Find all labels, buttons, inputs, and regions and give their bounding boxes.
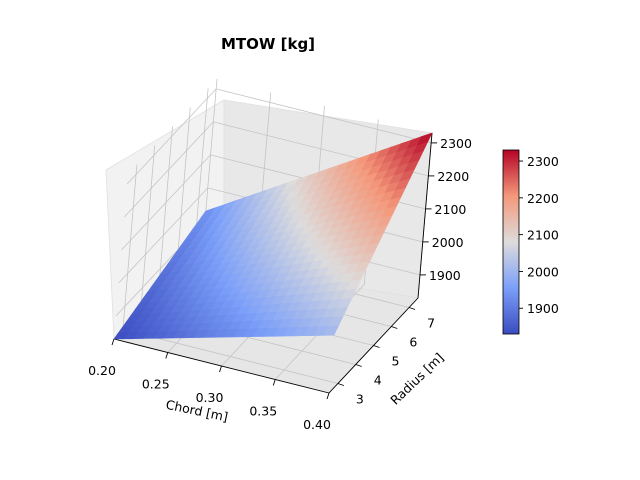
x-tick-mark <box>219 365 222 373</box>
z-tick-label: 1900 <box>429 268 461 283</box>
y-tick-mark <box>408 307 416 310</box>
y-tick-mark <box>355 364 362 367</box>
z-tick-label: 2200 <box>437 169 469 184</box>
surface <box>113 132 433 340</box>
colorbar-tick-label: 2200 <box>527 191 559 206</box>
y-tick-label: 5 <box>392 354 400 369</box>
x-tick-label: 0.20 <box>88 363 116 378</box>
colorbar-gradient <box>502 149 520 335</box>
x-tick-label: 0.30 <box>196 390 224 405</box>
x-tick-mark <box>272 379 276 386</box>
z-tick-label: 2000 <box>432 235 464 250</box>
z-tick-label: 2100 <box>435 202 467 217</box>
colorbar-tick-label: 2100 <box>527 228 559 243</box>
z-tick-label: 2300 <box>440 136 472 151</box>
x-tick-mark <box>111 338 115 346</box>
colorbar: 1900 2000 2100 2200 2300 <box>502 149 559 335</box>
y-tick-label: 3 <box>356 392 364 407</box>
y-tick-label: 4 <box>374 373 382 388</box>
chart-title: MTOW [kg] <box>221 35 315 53</box>
y-tick-label: 6 <box>409 335 417 350</box>
y-tick-mark <box>373 345 380 348</box>
y-tick-mark <box>391 326 398 329</box>
grid-line-z <box>124 121 429 218</box>
y-tick-label: 7 <box>427 316 435 331</box>
x-tick-mark <box>326 392 330 400</box>
colorbar-tick-label: 2300 <box>527 154 559 169</box>
x-tick-label: 0.25 <box>142 377 170 392</box>
surface-facet <box>323 325 339 336</box>
x-tick-label: 0.40 <box>303 417 331 432</box>
x-tick-mark <box>165 352 169 359</box>
grid-line-z <box>126 88 432 185</box>
colorbar-tick-label: 2000 <box>527 264 559 279</box>
x-tick-label: 0.35 <box>249 404 277 419</box>
colorbar-tick-label: 1900 <box>527 301 559 316</box>
y-tick-mark <box>337 383 345 386</box>
